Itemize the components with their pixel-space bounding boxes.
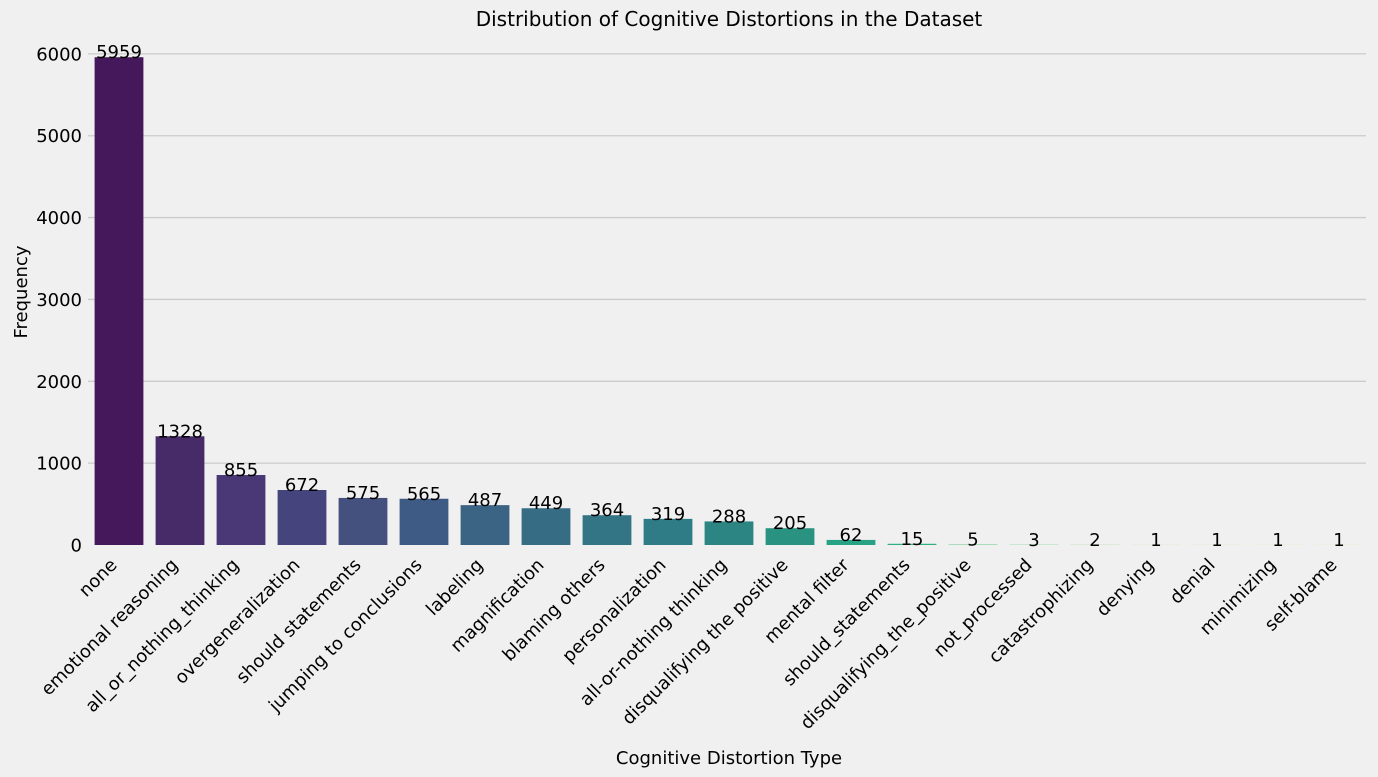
bars bbox=[94, 57, 1364, 545]
y-tick-label: 4000 bbox=[36, 208, 82, 229]
bar bbox=[94, 57, 144, 545]
bar bbox=[277, 489, 327, 545]
bar-value-label: 5 bbox=[967, 530, 978, 551]
bar bbox=[826, 539, 876, 545]
bar-value-label: 575 bbox=[346, 483, 380, 504]
bar-value-label: 1 bbox=[1211, 530, 1222, 551]
y-tick-label: 2000 bbox=[36, 372, 82, 393]
bar bbox=[399, 498, 449, 545]
bar-value-label: 672 bbox=[285, 475, 319, 496]
y-axis-label: Frequency bbox=[11, 245, 32, 338]
bar-value-label: 855 bbox=[224, 460, 258, 481]
y-tick-label: 0 bbox=[71, 536, 82, 557]
bar-value-label: 1 bbox=[1150, 530, 1161, 551]
bar-value-label: 487 bbox=[468, 490, 502, 511]
bar bbox=[338, 497, 388, 545]
bar-value-label: 565 bbox=[407, 484, 441, 505]
bar bbox=[155, 436, 205, 545]
bar-value-label: 1 bbox=[1333, 530, 1344, 551]
bar bbox=[521, 508, 571, 545]
grid-lines bbox=[88, 53, 1366, 464]
y-tick-label: 1000 bbox=[36, 454, 82, 475]
bar-value-label: 319 bbox=[651, 504, 685, 525]
chart-title: Distribution of Cognitive Distortions in… bbox=[476, 7, 983, 31]
bar bbox=[887, 543, 937, 545]
bar-value-label: 15 bbox=[901, 529, 924, 550]
bar bbox=[704, 521, 754, 545]
bar-value-label: 2 bbox=[1089, 530, 1100, 551]
y-tick-label: 6000 bbox=[36, 44, 82, 65]
bar-value-label: 1 bbox=[1272, 530, 1283, 551]
bar-value-label: 62 bbox=[840, 525, 863, 546]
bar-value-label: 5959 bbox=[96, 42, 142, 63]
y-tick-label: 5000 bbox=[36, 126, 82, 147]
bar bbox=[643, 518, 693, 545]
bar-value-label: 205 bbox=[773, 513, 807, 534]
bar bbox=[216, 475, 266, 545]
y-tick-label: 3000 bbox=[36, 290, 82, 311]
bar bbox=[460, 505, 510, 545]
y-axis-ticks: 0 1000 2000 3000 4000 5000 6000 bbox=[36, 44, 82, 556]
bar-value-label: 288 bbox=[712, 506, 746, 527]
bar bbox=[582, 515, 632, 545]
bar-value-label: 364 bbox=[590, 500, 624, 521]
bar-value-label: 3 bbox=[1028, 530, 1039, 551]
bar-value-label: 1328 bbox=[157, 421, 203, 442]
data-labels: 5959 1328 855 672 575 565 487 449 364 319 288 205 62… bbox=[96, 42, 1345, 551]
bar bbox=[765, 528, 815, 545]
x-axis-label: Cognitive Distortion Type bbox=[616, 748, 842, 769]
bar-value-label: 449 bbox=[529, 493, 563, 514]
